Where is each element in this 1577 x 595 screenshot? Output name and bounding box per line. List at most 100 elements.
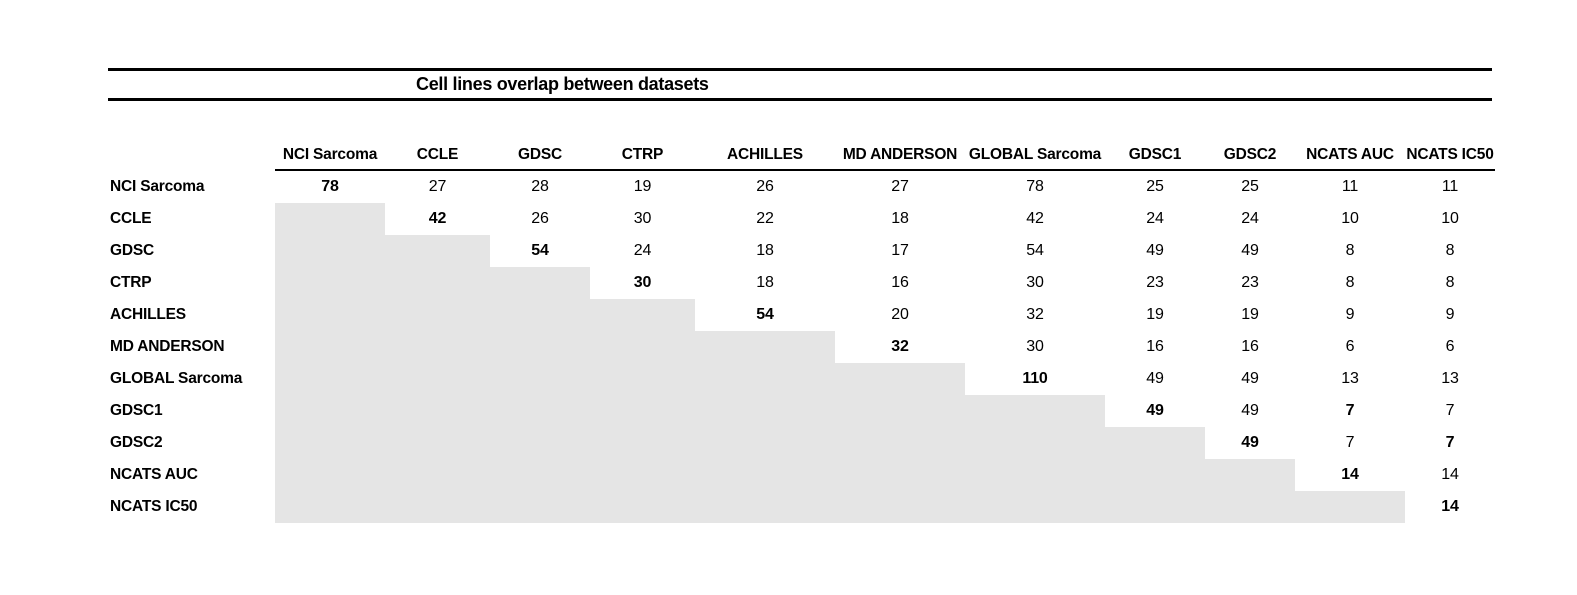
shaded-cell <box>695 363 835 395</box>
shaded-cell <box>385 235 490 267</box>
matrix-cell-achilles-x-achilles: 54 <box>756 306 774 323</box>
matrix-cell-ccle-x-gdsc1: 24 <box>1146 210 1164 227</box>
matrix-cell-ccle-x-ncats-ic50: 10 <box>1441 210 1459 227</box>
matrix-cell-ctrp-x-ctrp: 30 <box>633 274 652 291</box>
shaded-cell <box>835 459 965 491</box>
column-header-achilles: ACHILLES <box>695 136 835 171</box>
matrix-cell-gdsc2-x-ncats-auc: 7 <box>1345 434 1355 451</box>
matrix-cell-ccle-x-achilles: 22 <box>756 210 774 227</box>
matrix-cell-nci-sarcoma-x-nci-sarcoma: 78 <box>321 178 339 195</box>
matrix-cell-ctrp-x-gdsc2: 23 <box>1241 274 1259 291</box>
table-row-nci-sarcoma: NCI Sarcoma 78 27 28 19 26 27 78 25 25 11 11 <box>100 170 1495 203</box>
shaded-cell <box>275 491 385 523</box>
shaded-cell <box>275 395 385 427</box>
table-row-ccle: CCLE 42 26 30 22 18 42 24 24 10 10 <box>100 203 1495 235</box>
shaded-cell <box>490 331 590 363</box>
shaded-cell <box>590 299 695 331</box>
matrix-cell-ccle-x-global-sarcoma: 42 <box>1026 210 1044 227</box>
matrix-cell-nci-sarcoma-x-gdsc1: 25 <box>1146 178 1164 195</box>
matrix-cell-gdsc-x-achilles: 18 <box>756 242 774 259</box>
matrix-cell-nci-sarcoma-x-global-sarcoma: 78 <box>1026 178 1044 195</box>
overlap-table: NCI Sarcoma CCLE GDSC CTRP ACHILLES MD ANDERS… <box>100 136 1495 523</box>
matrix-cell-nci-sarcoma-x-gdsc2: 25 <box>1241 178 1259 195</box>
matrix-cell-gdsc-x-ctrp: 24 <box>633 242 652 259</box>
shaded-cell <box>1205 459 1295 491</box>
matrix-cell-ctrp-x-ncats-auc: 8 <box>1345 274 1355 291</box>
matrix-cell-ccle-x-ncats-auc: 10 <box>1341 210 1359 227</box>
matrix-cell-achilles-x-ncats-ic50: 9 <box>1445 306 1455 323</box>
matrix-cell-ctrp-x-md-anderson: 16 <box>891 274 909 291</box>
row-header-gdsc: GDSC <box>110 242 154 259</box>
matrix-cell-ccle-x-ctrp: 30 <box>633 210 652 227</box>
shaded-cell <box>1105 427 1205 459</box>
matrix-cell-ccle-x-ccle: 42 <box>428 210 447 227</box>
row-header-gdsc1: GDSC1 <box>110 402 163 419</box>
shaded-cell <box>490 427 590 459</box>
matrix-cell-nci-sarcoma-x-ccle: 27 <box>428 178 447 195</box>
table-title-band: Cell lines overlap between datasets <box>108 68 1492 101</box>
corner-cell <box>100 136 275 170</box>
matrix-cell-md-anderson-x-gdsc2: 16 <box>1241 338 1259 355</box>
matrix-cell-gdsc-x-global-sarcoma: 54 <box>1026 242 1044 259</box>
shaded-cell <box>835 491 965 523</box>
matrix-cell-gdsc1-x-gdsc2: 49 <box>1241 402 1259 419</box>
shaded-cell <box>965 459 1105 491</box>
shaded-cell <box>275 267 385 299</box>
matrix-cell-gdsc-x-gdsc2: 49 <box>1241 242 1259 259</box>
matrix-cell-gdsc-x-ncats-ic50: 8 <box>1445 242 1455 259</box>
matrix-cell-gdsc-x-ncats-auc: 8 <box>1345 242 1355 259</box>
shaded-cell <box>590 427 695 459</box>
table-row-achilles: ACHILLES 54 20 32 19 19 9 9 <box>100 299 1495 331</box>
matrix-cell-achilles-x-ncats-auc: 9 <box>1345 306 1355 323</box>
shaded-cell <box>490 363 590 395</box>
row-header-ncats-auc: NCATS AUC <box>110 466 198 483</box>
matrix-cell-nci-sarcoma-x-ncats-auc: 11 <box>1341 178 1359 195</box>
matrix-cell-gdsc-x-gdsc: 54 <box>531 242 549 259</box>
matrix-cell-ctrp-x-achilles: 18 <box>756 274 774 291</box>
shaded-cell <box>965 395 1105 427</box>
column-header-nci-sarcoma: NCI Sarcoma <box>275 136 385 171</box>
row-header-nci-sarcoma: NCI Sarcoma <box>110 177 205 195</box>
matrix-cell-gdsc-x-gdsc1: 49 <box>1146 242 1164 259</box>
shaded-cell <box>385 299 490 331</box>
matrix-cell-md-anderson-x-gdsc1: 16 <box>1146 338 1164 355</box>
shaded-cell <box>1205 491 1295 523</box>
matrix-cell-ctrp-x-gdsc1: 23 <box>1146 274 1164 291</box>
shaded-cell <box>275 331 385 363</box>
matrix-cell-global-sarcoma-x-gdsc1: 49 <box>1146 370 1164 387</box>
matrix-cell-nci-sarcoma-x-md-anderson: 27 <box>891 178 909 195</box>
matrix-cell-ncats-ic50-x-ncats-ic50: 14 <box>1441 498 1459 515</box>
shaded-cell <box>385 363 490 395</box>
matrix-cell-nci-sarcoma-x-ncats-ic50: 11 <box>1441 178 1459 195</box>
shaded-cell <box>695 395 835 427</box>
column-header-md-anderson: MD ANDERSON <box>835 136 965 171</box>
shaded-cell <box>965 427 1105 459</box>
matrix-cell-ctrp-x-ncats-ic50: 8 <box>1445 274 1455 291</box>
shaded-cell <box>385 427 490 459</box>
shaded-cell <box>275 427 385 459</box>
matrix-cell-gdsc1-x-ncats-auc: 7 <box>1345 402 1355 419</box>
column-header-global-sarcoma: GLOBAL Sarcoma <box>965 136 1105 171</box>
shaded-cell <box>385 267 490 299</box>
column-header-ctrp: CTRP <box>590 136 695 171</box>
shaded-cell <box>385 395 490 427</box>
shaded-cell <box>590 395 695 427</box>
shaded-cell <box>590 331 695 363</box>
matrix-cell-achilles-x-gdsc2: 19 <box>1241 306 1259 323</box>
shaded-cell <box>385 459 490 491</box>
matrix-cell-gdsc-x-md-anderson: 17 <box>891 242 909 259</box>
shaded-cell <box>490 459 590 491</box>
column-header-gdsc1: GDSC1 <box>1105 136 1205 171</box>
shaded-cell <box>490 267 590 299</box>
matrix-cell-md-anderson-x-ncats-auc: 6 <box>1345 338 1355 355</box>
matrix-cell-md-anderson-x-global-sarcoma: 30 <box>1026 338 1044 355</box>
matrix-cell-gdsc2-x-gdsc2: 49 <box>1241 434 1259 451</box>
shaded-cell <box>590 363 695 395</box>
table-row-gdsc2: GDSC2 49 7 7 <box>100 427 1495 459</box>
table-row-gdsc1: GDSC1 49 49 7 7 <box>100 395 1495 427</box>
matrix-cell-achilles-x-global-sarcoma: 32 <box>1026 306 1044 323</box>
column-header-ncats-auc: NCATS AUC <box>1295 136 1405 171</box>
matrix-cell-ncats-auc-x-ncats-ic50: 14 <box>1441 466 1459 483</box>
table-row-gdsc: GDSC 54 24 18 17 54 49 49 8 8 <box>100 235 1495 267</box>
shaded-cell <box>490 299 590 331</box>
